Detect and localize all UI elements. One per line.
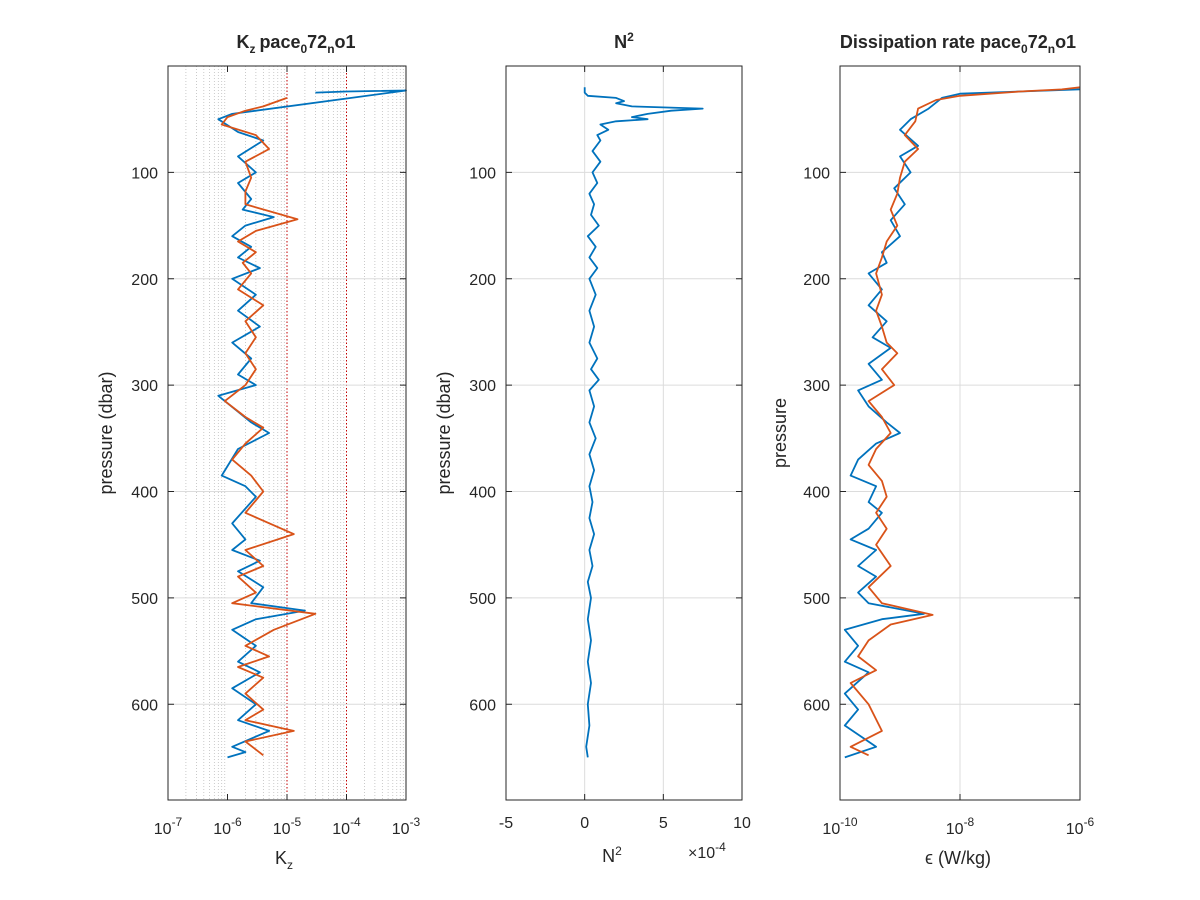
kz-x-tick-label: 10-6: [213, 815, 242, 838]
n2-x-tick-label: 0: [580, 815, 589, 832]
n2-y-tick-label: 100: [469, 165, 496, 182]
dissipation-x-tick-label: 10-10: [822, 815, 857, 838]
n2-y-tick-label: 600: [469, 697, 496, 714]
kz-y-tick-label: 400: [131, 485, 158, 502]
dissipation-y-tick-label: 600: [803, 697, 830, 714]
n2-x-tick-label: 5: [659, 815, 668, 832]
dissipation-x-tick-label: 10-8: [946, 815, 975, 838]
dissipation-y-axis-label: pressure: [770, 398, 790, 468]
n2-x-axis-label: N2: [602, 844, 622, 866]
kz-x-tick-label: 10-4: [332, 815, 361, 838]
dissipation-x-tick-label: 10-6: [1066, 815, 1095, 838]
n2-y-axis-label: pressure (dbar): [434, 371, 454, 494]
dissipation-series-line-2: [849, 86, 1081, 757]
n2-x-tick-label: -5: [499, 815, 513, 832]
dissipation-y-tick-label: 100: [803, 165, 830, 182]
kz-y-tick-label: 300: [131, 378, 158, 395]
kz-x-tick-label: 10-7: [154, 815, 183, 838]
kz-panel-title: Kz pace072no1: [236, 32, 355, 56]
n2-y-tick-label: 500: [469, 591, 496, 608]
kz-x-axis-label: Kz: [275, 848, 293, 872]
dissipation-y-tick-label: 400: [803, 485, 830, 502]
kz-y-tick-label: 500: [131, 591, 158, 608]
n2-panel-title: N2: [614, 30, 634, 52]
n2-y-tick-label: 200: [469, 272, 496, 289]
n2-y-tick-label: 400: [469, 485, 496, 502]
kz-series-line-2: [220, 97, 317, 757]
dissipation-y-tick-label: 300: [803, 378, 830, 395]
dissipation-series-line-1: [843, 88, 1081, 759]
n2-panel: N2 N2 ×10-4 pressure (dbar) -5 0 5 10 100 200…: [434, 30, 751, 866]
kz-y-tick-label: 200: [131, 272, 158, 289]
kz-y-axis-label: pressure (dbar): [96, 371, 116, 494]
dissipation-x-axis-label: ϵ (W/kg): [925, 848, 991, 868]
kz-y-tick-label: 600: [131, 697, 158, 714]
dissipation-panel-title: Dissipation rate pace072no1: [840, 32, 1076, 56]
n2-axes-box: [505, 65, 743, 801]
dissipation-panel: Dissipation rate pace072no1 ϵ (W/kg) pre…: [770, 32, 1095, 868]
kz-grid: [168, 66, 406, 800]
dissipation-y-tick-label: 200: [803, 272, 830, 289]
dissipation-y-tick-label: 500: [803, 591, 830, 608]
n2-x-tick-label: 10: [733, 815, 751, 832]
kz-y-tick-label: 100: [131, 165, 158, 182]
kz-x-tick-label: 10-5: [273, 815, 302, 838]
kz-x-tick-label: 10-3: [392, 815, 421, 838]
n2-series-line-1: [583, 87, 704, 758]
n2-x-exponent-label: ×10-4: [688, 840, 726, 862]
n2-y-tick-label: 300: [469, 378, 496, 395]
kz-panel: Kz pace072no1 Kz pressure (dbar) 10-7 10-6…: [96, 32, 421, 872]
